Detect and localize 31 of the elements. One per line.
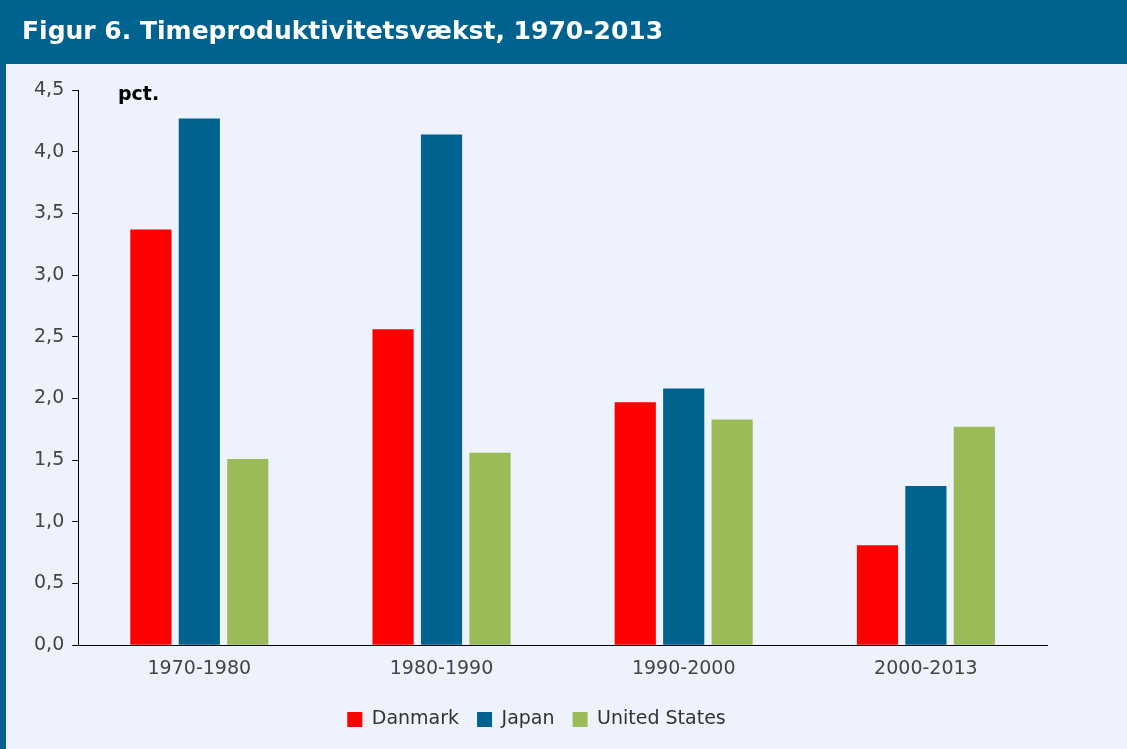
y-tick-label: 1,0 bbox=[34, 508, 65, 531]
y-tick-label: 3,0 bbox=[34, 262, 65, 284]
legend-label: United States bbox=[597, 706, 726, 729]
x-tick-label: 1980-1990 bbox=[389, 655, 494, 678]
legend-label: Danmark bbox=[371, 706, 460, 729]
bar bbox=[420, 134, 463, 645]
x-tick-label: 1990-2000 bbox=[631, 655, 736, 678]
bar bbox=[905, 486, 947, 645]
bar bbox=[130, 229, 172, 645]
y-tick-label: 2,0 bbox=[34, 385, 65, 408]
y-tick-label: 1,5 bbox=[34, 447, 65, 470]
legend-label: Japan bbox=[500, 706, 555, 729]
y-tick-label: 0,0 bbox=[34, 632, 65, 655]
bar bbox=[953, 426, 995, 645]
bar bbox=[711, 419, 753, 645]
x-tick-label: 1970-1980 bbox=[147, 655, 252, 678]
bar bbox=[227, 458, 269, 645]
x-tick-label: 2000-2013 bbox=[874, 655, 978, 678]
bar bbox=[663, 388, 705, 645]
chart-title: Figur 6. Timeproduktivitetsvækst, 1970-2013 bbox=[22, 16, 664, 45]
bar bbox=[178, 118, 220, 645]
y-tick-label: 0,5 bbox=[34, 570, 65, 593]
bar bbox=[856, 545, 899, 645]
bar bbox=[469, 452, 511, 645]
y-tick-label: 4,5 bbox=[34, 76, 65, 99]
y-tick-label: 3,5 bbox=[34, 200, 65, 223]
bar bbox=[372, 329, 414, 645]
y-axis-title: pct. bbox=[118, 82, 160, 104]
y-tick-label: 2,5 bbox=[34, 323, 65, 346]
y-tick-label: 4,0 bbox=[34, 138, 65, 161]
bar bbox=[614, 402, 656, 645]
